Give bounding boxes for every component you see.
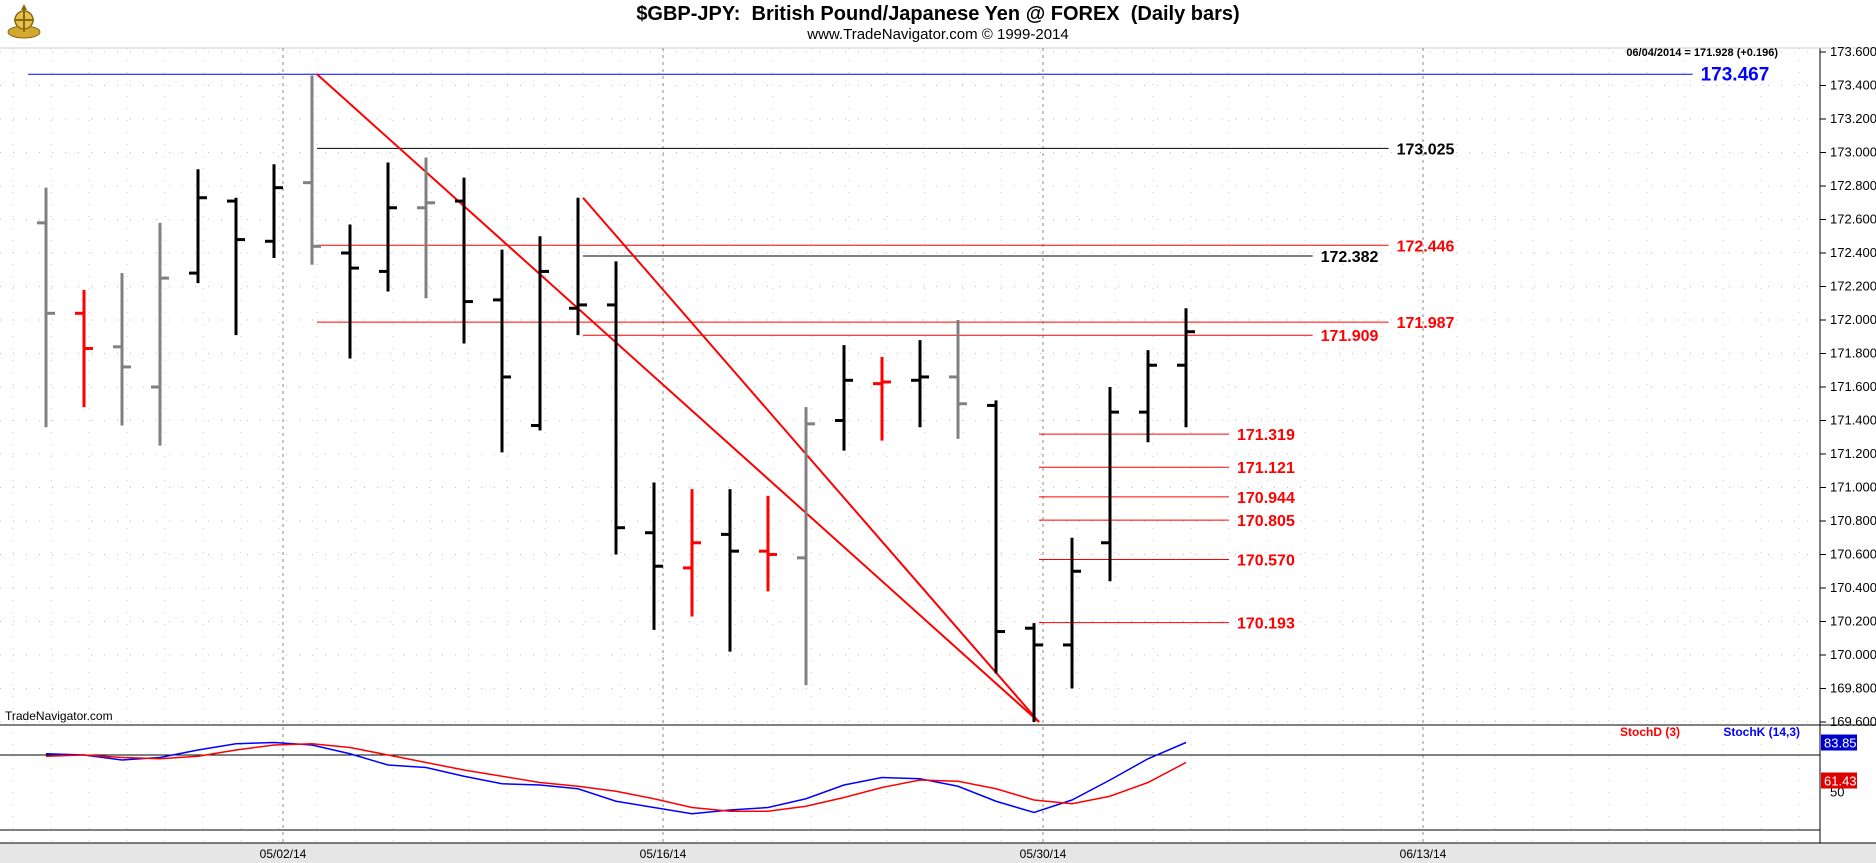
ohlc-bar bbox=[303, 75, 321, 265]
date-tick-label: 05/30/14 bbox=[1020, 847, 1067, 861]
stochk-line bbox=[45, 741, 1187, 815]
ohlc-bar bbox=[113, 273, 131, 426]
ohlc-bar bbox=[797, 407, 815, 686]
price-tick-label: 170.400 bbox=[1830, 580, 1876, 595]
ohlc-bar bbox=[987, 400, 1005, 674]
level-label: 171.987 bbox=[1397, 315, 1455, 332]
chart-frame bbox=[0, 47, 1876, 863]
level-label: 172.382 bbox=[1321, 249, 1379, 266]
ohlc-bar bbox=[873, 356, 891, 441]
stochd-value: 61.43 bbox=[1824, 774, 1857, 789]
price-tick-label: 172.000 bbox=[1830, 312, 1876, 327]
ohlc-bar bbox=[265, 164, 283, 259]
price-tick-label: 169.800 bbox=[1830, 681, 1876, 696]
ohlc-bar bbox=[607, 261, 625, 555]
ohlc-bar bbox=[151, 222, 169, 446]
price-tick-label: 173.200 bbox=[1830, 111, 1876, 126]
ohlc-bar bbox=[835, 345, 853, 451]
price-tick-label: 170.200 bbox=[1830, 614, 1876, 629]
ohlc-bar bbox=[569, 197, 587, 336]
level-label: 171.319 bbox=[1237, 427, 1295, 444]
trendline bbox=[316, 73, 1040, 723]
trendline bbox=[582, 197, 1040, 723]
level-label: 170.570 bbox=[1237, 553, 1295, 570]
ohlc-bar bbox=[1139, 350, 1157, 443]
price-tick-label: 170.600 bbox=[1830, 547, 1876, 562]
stochd-value-badge bbox=[1821, 772, 1857, 789]
price-tick-label: 171.600 bbox=[1830, 379, 1876, 394]
stochk-legend: StochK (14,3) bbox=[1723, 725, 1800, 739]
stochd-legend: StochD (3) bbox=[1620, 725, 1680, 739]
last-quote: 06/04/2014 = 171.928 (+0.196) bbox=[1626, 47, 1778, 59]
chart-header: $GBP-JPY: British Pound/Japanese Yen @ F… bbox=[0, 0, 1876, 48]
price-tick-label: 172.800 bbox=[1830, 178, 1876, 193]
level-label: 173.467 bbox=[1701, 64, 1770, 85]
ohlc-bar bbox=[417, 157, 435, 299]
ohlc-bar bbox=[493, 249, 511, 453]
ohlc-bar bbox=[379, 162, 397, 292]
ohlc-bars bbox=[37, 75, 1195, 722]
watermark-label: TradeNavigator.com bbox=[5, 709, 113, 723]
price-levels: 173.467 173.025 172.446 172.382 171.987 171.9… bbox=[28, 64, 1770, 633]
price-tick-label: 170.000 bbox=[1830, 647, 1876, 662]
stochk-value: 83.85 bbox=[1824, 736, 1857, 751]
date-tick-label: 06/13/14 bbox=[1400, 847, 1447, 861]
ohlc-bar bbox=[1177, 308, 1195, 428]
price-tick-label: 171.400 bbox=[1830, 413, 1876, 428]
price-tick-label: 171.000 bbox=[1830, 480, 1876, 495]
price-tick-label: 173.600 bbox=[1830, 44, 1876, 59]
ohlc-bar bbox=[75, 289, 93, 408]
price-tick-label: 171.800 bbox=[1830, 346, 1876, 361]
level-label: 173.025 bbox=[1397, 141, 1455, 158]
price-tick-label: 172.600 bbox=[1830, 212, 1876, 227]
ohlc-bar bbox=[531, 236, 549, 431]
ohlc-bar bbox=[911, 340, 929, 428]
level-label: 171.909 bbox=[1321, 328, 1379, 345]
price-tick-label: 173.400 bbox=[1830, 78, 1876, 93]
ohlc-bar bbox=[227, 197, 245, 336]
date-tick-label: 05/02/14 bbox=[260, 847, 307, 861]
ohlc-bar bbox=[949, 320, 967, 439]
date-axis: 05/02/14 05/16/14 05/30/14 06/13/14 bbox=[260, 847, 1447, 861]
date-tick-label: 05/16/14 bbox=[640, 847, 687, 861]
price-tick-label: 172.200 bbox=[1830, 279, 1876, 294]
trendlines bbox=[316, 73, 1040, 723]
chart-subtitle: www.TradeNavigator.com © 1999-2014 bbox=[807, 26, 1069, 43]
ohlc-bar bbox=[341, 224, 359, 359]
level-label: 170.944 bbox=[1237, 490, 1295, 507]
ohlc-bar bbox=[683, 489, 701, 617]
level-label: 172.446 bbox=[1397, 238, 1455, 255]
ohlc-bar bbox=[645, 482, 663, 630]
ohlc-bar bbox=[721, 489, 739, 652]
level-label: 170.805 bbox=[1237, 513, 1295, 530]
grid-lines bbox=[0, 48, 1820, 842]
price-axis: 169.600 169.800 170.000 170.200 170.400 170.6… bbox=[1820, 44, 1876, 729]
chart-title: $GBP-JPY: British Pound/Japanese Yen @ F… bbox=[636, 3, 1240, 25]
price-tick-label: 172.400 bbox=[1830, 245, 1876, 260]
level-label: 170.193 bbox=[1237, 616, 1295, 633]
stochd-line bbox=[45, 742, 1187, 812]
price-tick-label: 169.600 bbox=[1830, 714, 1876, 729]
ohlc-bar bbox=[1063, 537, 1081, 689]
price-tick-label: 170.800 bbox=[1830, 513, 1876, 528]
ohlc-bar bbox=[37, 187, 55, 428]
ohlc-bar bbox=[1101, 387, 1119, 582]
stochk-value-badge bbox=[1821, 734, 1857, 751]
date-axis-band bbox=[0, 843, 1876, 863]
level-label: 171.121 bbox=[1237, 460, 1295, 477]
ohlc-bar bbox=[759, 495, 777, 592]
trade-navigator-logo-icon bbox=[4, 2, 44, 42]
price-tick-label: 173.000 bbox=[1830, 145, 1876, 160]
ohlc-bar bbox=[455, 177, 473, 344]
price-tick-label: 171.200 bbox=[1830, 446, 1876, 461]
ohlc-bar bbox=[1025, 623, 1043, 722]
ohlc-bar bbox=[189, 169, 207, 284]
